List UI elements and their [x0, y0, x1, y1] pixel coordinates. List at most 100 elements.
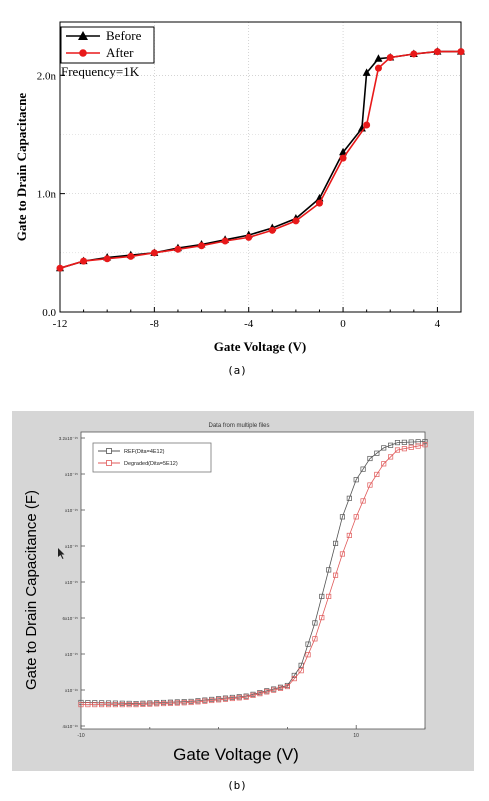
a-point-after: [386, 54, 394, 62]
b-chart-title: Data from multiple files: [208, 423, 269, 429]
b-point-degraded: [112, 702, 118, 708]
b-point-degraded: [174, 700, 180, 706]
a-point-after: [374, 64, 382, 72]
b-point-ref: [339, 514, 345, 520]
b-point-degraded: [222, 696, 229, 702]
b-point-degraded: [257, 691, 263, 697]
b-x-tick-label: -10: [77, 733, 84, 739]
a-x-tick-label: -8: [150, 318, 160, 330]
b-y-tick-label: x10⁻¹⁵: [65, 580, 78, 585]
b-point-degraded: [250, 692, 256, 698]
b-point-ref: [408, 439, 414, 445]
b-point-degraded: [381, 461, 387, 467]
b-point-degraded: [105, 702, 112, 708]
b-point-ref: [291, 672, 297, 678]
b-point-degraded: [291, 676, 297, 682]
a-legend: Before After: [60, 26, 155, 64]
b-point-degraded: [353, 514, 359, 520]
b-caption: (b): [227, 779, 247, 792]
a-legend-marker-after: [79, 49, 87, 57]
b-point-degraded: [346, 532, 352, 538]
b-point-ref: [346, 495, 352, 501]
a-point-after: [56, 264, 64, 272]
b-point-degraded: [243, 694, 249, 700]
b-point-ref: [326, 567, 332, 573]
mouse-cursor-icon: [58, 548, 65, 559]
b-y-tick-label: 3.2x10⁻¹⁵: [59, 436, 78, 441]
a-series-line-after: [59, 50, 461, 269]
a-point-after: [245, 233, 253, 241]
b-y-tick-label: x10⁻¹⁵: [65, 652, 78, 657]
a-y-tick-label: 0.0: [42, 307, 56, 319]
b-y-tick-label: 4x10⁻¹⁶: [63, 724, 79, 729]
b-point-degraded: [78, 702, 84, 708]
b-point-degraded: [133, 702, 139, 708]
b-point-ref: [333, 540, 339, 546]
b-point-ref: [422, 438, 428, 445]
b-y-ticks: 3.2x10⁻¹⁵ x10⁻¹⁵ x10⁻¹⁵ x10⁻¹⁵ x10⁻¹⁵ 6x10⁻¹⁵…: [59, 436, 85, 729]
b-point-degraded: [277, 685, 284, 691]
b-point-ref: [319, 593, 325, 599]
b-point-degraded: [312, 636, 318, 642]
b-point-degraded: [319, 615, 325, 621]
b-legend-box: [92, 442, 212, 473]
a-point-after: [221, 237, 229, 245]
a-point-after: [150, 249, 158, 257]
a-frequency-annotation: Frequency=1K: [61, 64, 140, 79]
b-y-tick-label: x10⁻¹⁵: [65, 544, 78, 549]
a-series-line-before: [59, 50, 461, 269]
b-plot-frame: [80, 431, 426, 730]
b-point-degraded: [119, 702, 125, 708]
a-legend-box: [60, 26, 155, 64]
a-point-after: [410, 50, 418, 58]
b-point-degraded: [167, 700, 173, 706]
b-series: [78, 438, 428, 708]
b-legend-marker-degraded: [106, 460, 112, 466]
b-point-degraded: [188, 699, 194, 706]
a-x-axis-label: Gate Voltage (V): [214, 339, 306, 354]
b-y-tick-label: x10⁻¹⁵: [65, 508, 78, 513]
panel-a: -12 -8 -4 0 4 0.0 1.0n 2.0n Before After Frequ…: [14, 21, 465, 377]
b-point-degraded: [298, 668, 304, 674]
a-point-after: [339, 154, 347, 162]
a-point-after: [198, 242, 206, 250]
b-point-degraded: [394, 447, 401, 453]
b-point-degraded: [147, 701, 153, 707]
a-point-after: [363, 121, 371, 129]
b-point-ref: [401, 439, 407, 445]
b-point-ref: [305, 641, 311, 647]
b-y-tick-label: x10⁻¹⁶: [65, 688, 78, 693]
a-point-before: [362, 68, 371, 76]
a-x-ticks: -12 -8 -4 0 4: [53, 307, 462, 330]
a-x-tick-label: 0: [340, 318, 346, 330]
b-point-degraded: [181, 700, 187, 706]
b-point-degraded: [305, 652, 311, 658]
b-point-degraded: [229, 695, 235, 702]
b-point-degraded: [367, 482, 373, 488]
a-x-tick-label: -12: [53, 318, 68, 330]
b-legend-label-degraded: Degraded(Dita=5E12): [124, 461, 178, 467]
a-point-after: [315, 199, 323, 207]
b-point-ref: [374, 450, 380, 456]
b-point-degraded: [333, 572, 339, 578]
b-point-degraded: [401, 446, 407, 452]
a-y-tick-label: 2.0n: [37, 70, 57, 82]
b-x-tick-label: 10: [353, 733, 359, 739]
b-point-degraded: [415, 443, 421, 449]
b-point-degraded: [161, 700, 167, 707]
a-point-after: [103, 255, 111, 263]
b-point-degraded: [216, 697, 222, 703]
b-point-ref: [312, 620, 318, 626]
b-y-tick-label: 6x10⁻¹⁵: [63, 616, 79, 621]
b-point-degraded: [126, 702, 132, 708]
a-point-after: [268, 226, 276, 234]
b-point-degraded: [271, 687, 277, 693]
a-legend-marker-before: [78, 31, 88, 40]
b-point-degraded: [388, 454, 394, 460]
a-legend-label-after: After: [106, 45, 134, 60]
b-legend-marker-ref: [106, 448, 112, 454]
b-point-degraded: [236, 695, 242, 701]
a-point-after: [433, 48, 441, 56]
a-y-ticks: 0.0 1.0n 2.0n: [37, 70, 65, 319]
